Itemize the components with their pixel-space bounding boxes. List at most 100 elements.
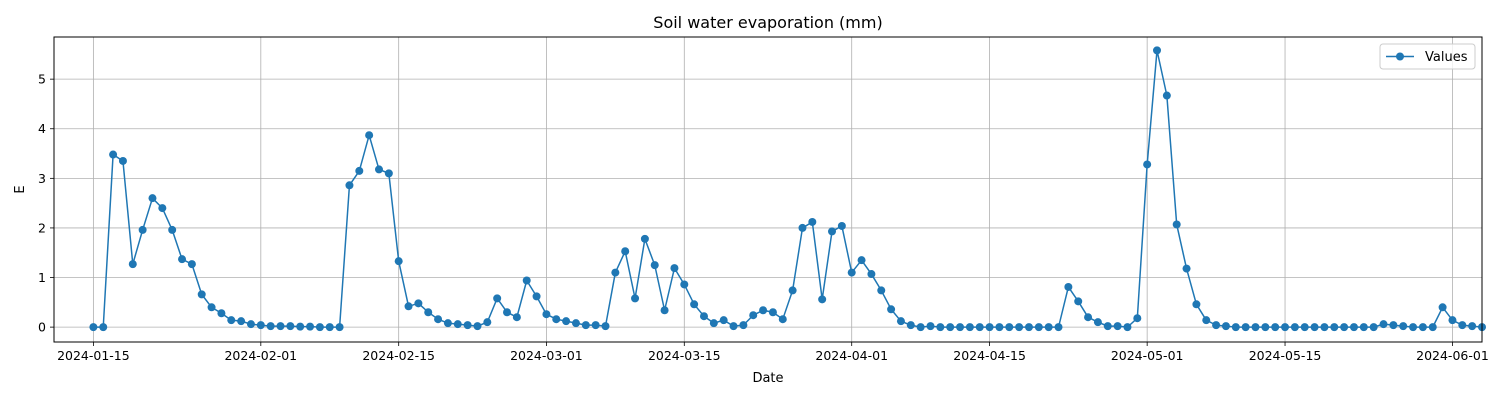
data-point	[109, 150, 118, 159]
data-point	[837, 221, 846, 230]
data-point	[759, 306, 768, 315]
data-point	[1418, 323, 1427, 332]
data-point	[473, 322, 482, 331]
data-point	[1005, 323, 1014, 332]
data-point	[1044, 323, 1053, 332]
data-point	[1133, 314, 1142, 323]
data-point	[699, 312, 708, 321]
data-point	[1153, 46, 1162, 55]
data-point	[1330, 323, 1339, 332]
data-point	[306, 322, 315, 331]
data-point	[325, 323, 334, 332]
data-point	[906, 321, 915, 330]
data-point	[650, 261, 659, 270]
data-point	[1202, 316, 1211, 325]
data-point	[148, 194, 157, 203]
data-point	[867, 270, 876, 279]
y-tick-label: 5	[38, 72, 46, 87]
data-point	[631, 294, 640, 303]
data-point	[532, 292, 541, 301]
data-point	[562, 317, 571, 326]
x-tick-label: 2024-01-15	[57, 348, 130, 363]
data-point	[828, 227, 837, 236]
data-point	[1054, 323, 1063, 332]
x-tick-label: 2024-03-15	[648, 348, 721, 363]
data-point	[1064, 282, 1073, 291]
y-tick-label: 1	[38, 270, 46, 285]
data-point	[1212, 321, 1221, 330]
data-point	[995, 323, 1004, 332]
data-point	[1084, 313, 1093, 322]
data-point	[1310, 323, 1319, 332]
x-tick-label: 2024-06-01	[1416, 348, 1489, 363]
data-point	[1251, 323, 1260, 332]
series-values	[89, 46, 1486, 332]
data-point	[857, 256, 866, 265]
data-point	[227, 316, 236, 325]
data-point	[1271, 323, 1280, 332]
legend-label: Values	[1425, 50, 1468, 65]
data-point	[1428, 323, 1437, 332]
data-point	[414, 299, 423, 308]
data-point	[571, 319, 580, 328]
data-point	[89, 323, 98, 332]
data-point	[847, 268, 856, 277]
data-point	[1231, 323, 1240, 332]
y-tick-label: 2	[38, 220, 46, 235]
data-point	[788, 286, 797, 295]
data-point	[286, 322, 295, 331]
data-point	[926, 322, 935, 331]
data-point	[621, 247, 630, 256]
data-point	[1369, 323, 1378, 332]
data-point	[1103, 322, 1112, 331]
data-point	[503, 308, 512, 317]
data-point	[1349, 323, 1358, 332]
y-tick-label: 4	[38, 121, 46, 136]
chart-title: Soil water evaporation (mm)	[653, 13, 882, 32]
data-point	[404, 302, 413, 311]
data-point	[1399, 322, 1408, 331]
data-point	[374, 165, 383, 174]
legend-marker-swatch	[1396, 52, 1404, 61]
data-point	[187, 260, 196, 269]
x-tick-label: 2024-02-01	[224, 348, 297, 363]
x-tick-label: 2024-05-15	[1249, 348, 1322, 363]
data-point	[542, 310, 551, 319]
data-point	[818, 295, 827, 304]
data-point	[1182, 264, 1191, 273]
x-tick-label: 2024-04-15	[953, 348, 1026, 363]
data-point	[1162, 91, 1171, 100]
data-point	[1290, 323, 1299, 332]
data-point	[168, 225, 177, 234]
data-point	[1034, 323, 1043, 332]
data-point	[1261, 323, 1270, 332]
data-point	[1340, 323, 1349, 332]
data-point	[1458, 321, 1467, 330]
data-point	[256, 321, 265, 330]
data-point	[296, 322, 305, 331]
data-point	[1192, 300, 1201, 309]
data-point	[916, 323, 925, 332]
data-point	[690, 300, 699, 309]
axis-ticks: 2024-01-15 2024-02-01 2024-02-15 2024-03-01…	[38, 72, 1489, 363]
data-point	[778, 315, 787, 324]
data-point	[1015, 323, 1024, 332]
data-point	[670, 264, 679, 273]
data-point	[207, 303, 216, 312]
data-point	[217, 309, 226, 318]
data-point	[1024, 323, 1033, 332]
data-point	[581, 321, 590, 330]
data-point	[237, 317, 246, 326]
data-point	[1113, 322, 1122, 331]
data-point	[384, 169, 393, 178]
data-point	[1281, 323, 1290, 332]
data-point	[739, 321, 748, 330]
data-point	[956, 323, 965, 332]
data-point	[877, 286, 886, 295]
data-point	[1468, 322, 1477, 331]
data-point	[118, 156, 127, 165]
grid	[54, 37, 1482, 342]
data-point	[266, 322, 275, 331]
data-point	[128, 260, 137, 269]
data-point	[552, 315, 561, 324]
